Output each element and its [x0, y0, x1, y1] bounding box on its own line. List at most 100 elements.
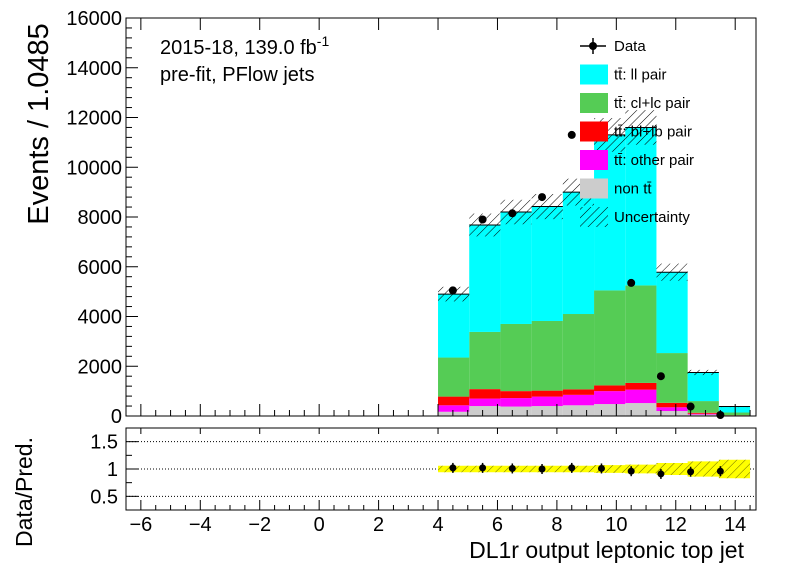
- stack-bar-s3-b0: [438, 357, 470, 397]
- stack-bar-s0-b6: [625, 403, 657, 416]
- legend: Data tt̄: ll pair tt̄: cl+lc pair tt̄: bl+l…: [580, 38, 694, 227]
- stack-bar-s2-b3: [531, 390, 563, 397]
- uncertainty-bin-6: [625, 110, 657, 145]
- legend-label-4: tt̄: other pair: [614, 152, 694, 169]
- stack-bar-s2-b0: [438, 396, 470, 406]
- legend-marker-data-dot: [589, 42, 597, 50]
- ratio-points: [449, 462, 724, 479]
- stack-bar-s4-b9: [718, 406, 751, 413]
- ratio-xtick-label: −4: [189, 514, 212, 536]
- main-ytick-label: 16000: [66, 8, 122, 30]
- stack-bar-s1-b1: [469, 398, 501, 407]
- stack-bar-s0-b8: [687, 414, 719, 416]
- data-point-4: [567, 130, 576, 139]
- ratio-band-hatch: [438, 459, 751, 479]
- ratio-xtick-label: 6: [492, 514, 503, 536]
- stack-bar-s3-b3: [531, 320, 563, 391]
- legend-swatch-5: [580, 178, 608, 199]
- stack-bar-s2-b4: [562, 389, 595, 395]
- stack-bar-s0-b1: [469, 406, 501, 416]
- ratio-point-9: [716, 467, 724, 475]
- ratio-panel: 0.5 1 1.5 −6 −4 −2 0 2 4 6 8 10 12 14 Data/Pred. DL1…: [11, 427, 757, 563]
- ratio-xtick-label: 8: [551, 514, 562, 536]
- ratio-xtick-label: −2: [248, 514, 271, 536]
- stack-bar-s4-b8: [687, 372, 719, 402]
- ratio-point-1: [479, 464, 487, 472]
- stack-bar-s1-b4: [562, 394, 595, 406]
- main-ytick-label: 14000: [66, 58, 122, 80]
- stack-bar-s3-b8: [687, 401, 719, 413]
- main-ytick-label: 4000: [78, 307, 123, 329]
- stack-bar-s1-b7: [656, 407, 688, 412]
- main-ytick-label: 6000: [78, 257, 123, 279]
- ratio-x-axis: −6 −4 −2 0 2 4 6 8 10 12 14: [125, 428, 751, 536]
- stack-bar-s3-b6: [625, 285, 657, 383]
- stack-bar-s4-b6: [625, 127, 657, 286]
- stack-bar-s0-b3: [531, 406, 563, 416]
- stack-bar-s2-b2: [500, 391, 532, 399]
- stack-bar-s2-b6: [625, 382, 657, 390]
- data-point-7: [656, 372, 665, 381]
- stack-bar-s1-b8: [687, 413, 719, 415]
- stacked-histogram: [438, 126, 751, 416]
- stack-bar-s0-b4: [562, 405, 595, 416]
- legend-swatch-3: [580, 121, 608, 142]
- annotation-lumi: 2015-18, 139.0 fb-1: [160, 33, 329, 59]
- stack-bar-s2-b8: [687, 412, 719, 414]
- annotation-fit: pre-fit, PFlow jets: [160, 64, 314, 86]
- data-point-2: [508, 209, 517, 218]
- stack-bar-s4-b7: [656, 272, 688, 354]
- stack-bar-s3-b9: [718, 412, 751, 416]
- ratio-ytick-label: 1.5: [90, 432, 118, 454]
- uncertainty-bin-3: [531, 193, 563, 220]
- legend-swatch-uncertainty: [580, 207, 608, 227]
- main-y-axis-label: Events / 1.0485: [23, 23, 55, 225]
- stack-bar-s2-b7: [656, 402, 688, 408]
- stack-bar-s4-b2: [500, 212, 532, 324]
- ratio-xtick-label: −6: [129, 514, 152, 536]
- legend-swatch-1: [580, 64, 608, 85]
- ratio-xtick-label: 4: [432, 514, 443, 536]
- legend-label-1: tt̄: ll pair: [614, 67, 667, 84]
- main-ytick-label: 10000: [66, 157, 122, 179]
- main-y-axis: 0 2000 4000 6000 8000 10000 12000 14000 16000: [66, 8, 138, 428]
- stack-bar-s3-b5: [594, 290, 626, 386]
- stack-bar-s2-b5: [594, 385, 626, 392]
- stack-bar-s1-b2: [500, 398, 532, 407]
- ratio-uncertainty-band: [438, 459, 751, 479]
- ratio-ytick-label: 1: [107, 459, 118, 481]
- ratio-y-axis-label: Data/Pred.: [11, 437, 37, 547]
- ratio-xtick-label: 12: [665, 514, 687, 536]
- stack-bar-s4-b3: [531, 206, 563, 321]
- legend-label-2: tt̄: cl+lc pair: [614, 95, 690, 112]
- main-panel: 0 2000 4000 6000 8000 10000 12000 14000 16000 Ev…: [23, 8, 757, 428]
- stack-bar-s1-b6: [625, 389, 657, 404]
- uncertainty-bin-1: [469, 213, 501, 237]
- stack-bar-s1-b3: [531, 396, 563, 407]
- uncertainty-bin-8: [687, 369, 719, 376]
- ratio-point-8: [687, 468, 695, 476]
- ratio-point-2: [508, 464, 516, 472]
- ratio-xtick-label: 0: [314, 514, 325, 536]
- data-points: [448, 124, 725, 420]
- stack-bar-s0-b0: [438, 411, 470, 416]
- ratio-point-6: [627, 467, 635, 475]
- legend-swatch-4: [580, 150, 608, 170]
- data-point-8: [686, 402, 695, 411]
- main-ytick-label: 8000: [78, 207, 123, 229]
- legend-label-6: Uncertainty: [614, 209, 690, 226]
- legend-swatch-2: [580, 93, 608, 113]
- stack-bar-s3-b1: [469, 331, 501, 390]
- main-x-ticks: [125, 18, 751, 416]
- stack-bar-s0-b2: [500, 406, 532, 416]
- data-point-3: [538, 193, 547, 202]
- stack-bar-s4-b1: [469, 224, 501, 332]
- main-ytick-label: 12000: [66, 108, 122, 130]
- stack-bar-s2-b1: [469, 389, 501, 399]
- data-point-6: [627, 278, 636, 287]
- ratio-point-0: [449, 464, 457, 472]
- ratio-point-7: [657, 470, 665, 478]
- stack-bar-s3-b4: [562, 314, 595, 390]
- ratio-point-3: [538, 465, 546, 473]
